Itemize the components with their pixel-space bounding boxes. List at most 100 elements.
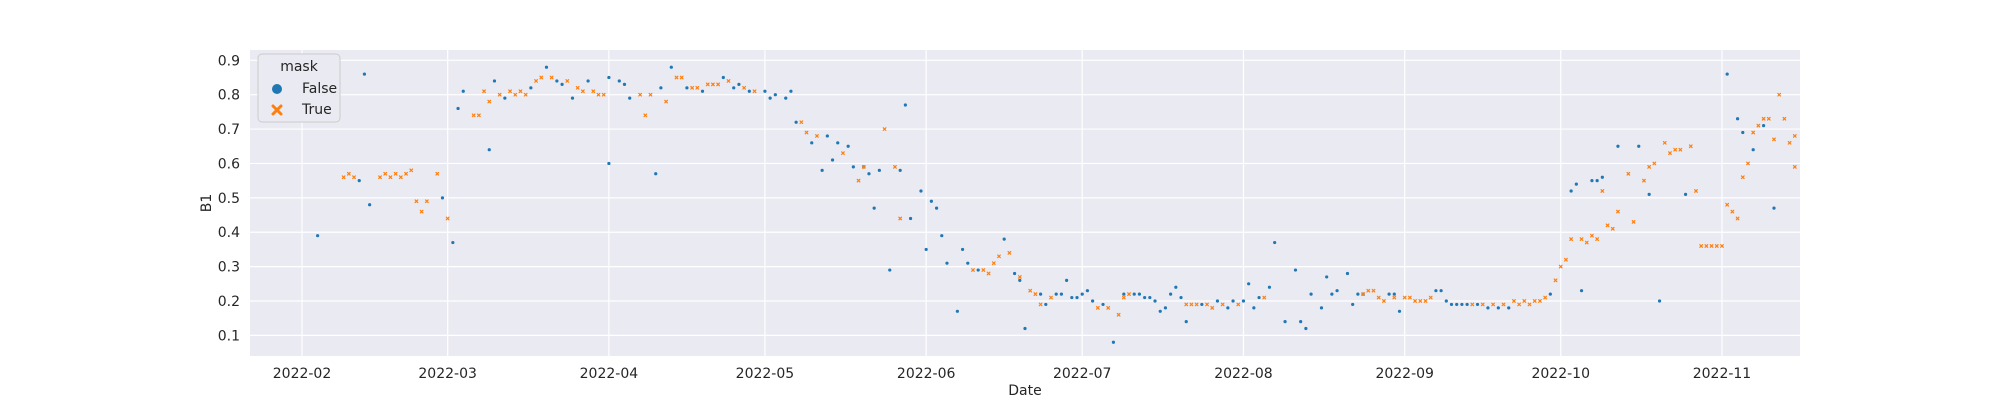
data-point-false [555,79,559,83]
data-point-false [1080,292,1084,296]
data-point-true [539,75,544,80]
data-point-true [981,268,986,272]
data-point-true [1189,302,1194,307]
data-point-false [877,168,881,172]
data-point-true [648,92,653,97]
data-point-true [1584,240,1589,245]
data-point-true [1579,237,1584,242]
data-point-true [1792,164,1797,169]
data-point-false [451,240,455,245]
data-point-true [1491,302,1496,307]
data-point-true [487,99,492,104]
data-point-false [1148,295,1152,300]
x-tick-label: 2022-06 [897,366,956,382]
data-point-true [580,89,585,94]
data-point-false [1460,302,1464,307]
data-point-false [836,141,840,145]
data-point-true [1553,278,1558,283]
data-point-true [523,92,528,97]
data-point-false [1590,179,1594,183]
data-point-false [732,86,736,90]
data-point-true [482,89,486,94]
data-point-false [617,79,621,83]
y-tick-label: 0.8 [218,88,240,104]
data-point-true [518,89,523,94]
data-point-true [534,79,538,83]
data-point-true [575,85,580,90]
data-point-true [1766,116,1771,121]
data-point-false [924,247,928,252]
data-point-true [1262,295,1267,300]
legend-true-label: True [301,102,332,118]
data-point-false [940,234,944,238]
data-point-false [846,144,850,148]
data-point-false [737,82,741,86]
data-point-false [888,268,892,272]
x-tick-label: 2022-04 [580,366,639,382]
data-point-false [487,148,491,152]
data-point-false [820,168,824,172]
data-point-false [1600,175,1604,179]
data-point-true [1694,189,1698,193]
y-tick-label: 0.9 [218,53,240,69]
data-point-false [1111,340,1116,344]
data-point-true [716,82,721,87]
data-point-false [955,309,959,313]
data-point-true [419,209,424,214]
data-point-true [1480,302,1485,307]
data-point-true [497,92,502,97]
plot-area [250,50,1800,356]
data-point-true [1673,147,1678,152]
data-point-false [1387,292,1391,296]
data-point-false [1356,292,1360,296]
y-tick-label: 0.7 [218,122,240,138]
data-point-false [1070,295,1074,300]
data-point-false [1153,299,1157,303]
data-point-false [1065,278,1069,282]
data-point-true [664,99,669,104]
data-point-false [368,203,372,207]
data-point-true [1371,288,1376,293]
x-tick-label: 2022-05 [736,366,795,382]
data-point-true [1413,299,1418,303]
data-point-false [1018,278,1022,282]
data-point-true [1501,302,1506,307]
data-point-true [971,268,975,272]
data-point-false [1215,299,1220,303]
data-point-false [1293,268,1298,272]
data-point-false [1044,302,1048,307]
data-point-false [1683,192,1688,197]
data-point-true [1517,302,1522,307]
data-point-true [1361,292,1365,297]
data-point-true [1600,189,1605,193]
data-point-false [1616,144,1620,148]
data-point-false [1091,299,1095,303]
data-point-false [1330,292,1334,296]
data-point-true [705,82,710,87]
data-point-true [1772,137,1776,142]
data-point-false [1574,182,1578,186]
data-point-true [404,171,408,176]
data-point-false [529,86,533,90]
data-point-false [1392,292,1396,296]
data-point-true [1194,302,1199,307]
data-point-true [752,89,757,94]
data-point-false [1059,292,1064,296]
data-point-true [1746,161,1750,166]
data-point-true [1761,116,1766,121]
data-point-false [810,141,814,145]
data-point-false [456,106,460,111]
data-point-false [1226,306,1230,310]
data-point-false [654,172,658,176]
data-point-true [638,92,643,97]
data-point-true [1647,164,1652,169]
data-point-true [1007,250,1012,255]
data-point-false [357,179,361,183]
data-point-true [1184,302,1189,307]
data-point-true [1751,130,1756,135]
data-point-true [591,89,596,94]
data-point-true [1407,295,1412,300]
data-point-false [747,89,751,93]
data-point-true [435,171,440,176]
data-point-true [414,199,419,204]
